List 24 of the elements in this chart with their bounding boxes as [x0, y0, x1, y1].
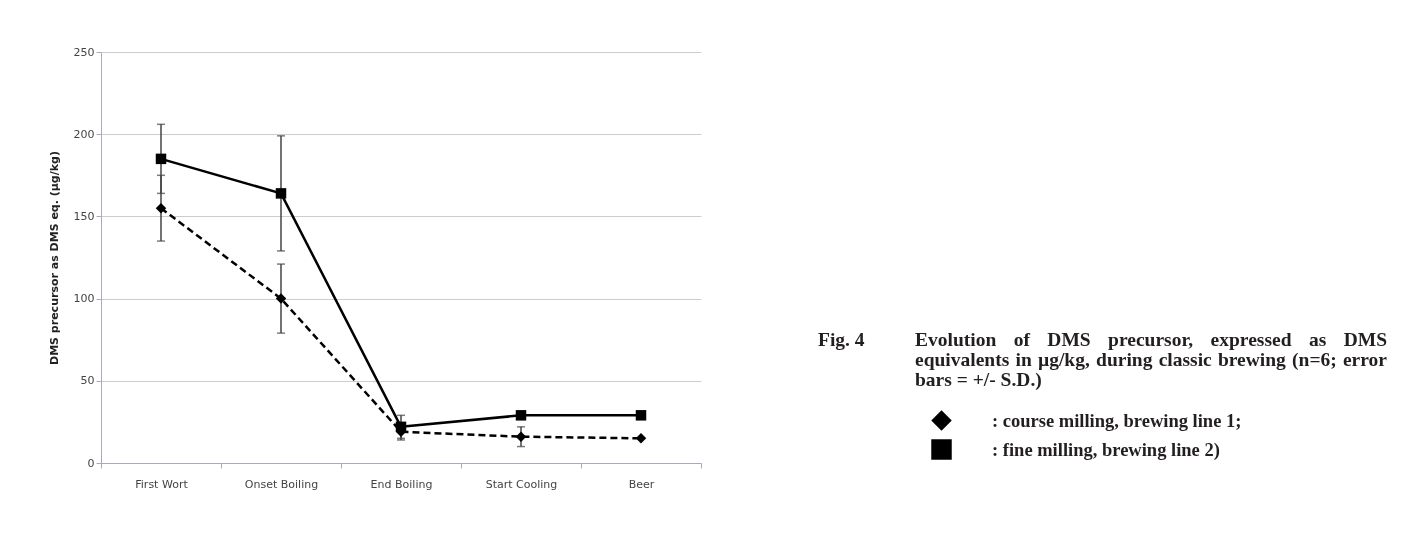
y-tick-label: 250	[73, 45, 95, 59]
legend-label: : course milling, brewing line 1;	[992, 410, 1242, 431]
point	[515, 410, 527, 421]
text: Evolution of DMS precursor, expressed as DMS equivalents in µg/kg, during classic brewing (n=6; error bars = +/- S.D.)	[915, 329, 1387, 390]
point	[275, 188, 287, 199]
point	[635, 433, 647, 444]
y-tick-label: 150	[73, 209, 95, 223]
point	[155, 153, 167, 165]
x-tick-label: Beer	[628, 477, 655, 491]
y-tick-label: 50	[80, 374, 95, 388]
x-tick-label: End Boiling	[370, 477, 433, 491]
y-tick-label: 0	[87, 456, 95, 470]
x-tick-label: First Wort	[135, 477, 189, 491]
x-tick-label: Onset Boiling	[244, 477, 319, 491]
point	[635, 410, 647, 421]
text: Fig. 4	[818, 329, 865, 350]
point	[275, 293, 287, 304]
x-tick-label: Start Cooling	[485, 477, 558, 491]
point	[155, 202, 167, 214]
legend-label: : fine milling, brewing line 2)	[992, 439, 1220, 461]
y-axis-title: DMS precursor as DMS eq. (µg/kg)	[47, 151, 61, 365]
y-tick-label: 100	[73, 292, 95, 306]
point	[515, 431, 527, 442]
y-tick-label: 200	[73, 127, 95, 141]
